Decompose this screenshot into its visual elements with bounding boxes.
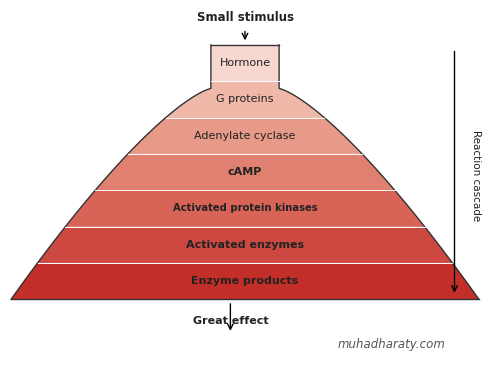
Polygon shape xyxy=(95,154,395,190)
Text: G proteins: G proteins xyxy=(216,94,274,104)
Polygon shape xyxy=(11,263,479,299)
Text: Enzyme products: Enzyme products xyxy=(192,276,298,286)
Polygon shape xyxy=(211,45,279,81)
Text: Reaction cascade: Reaction cascade xyxy=(471,130,482,221)
Text: Hormone: Hormone xyxy=(220,58,270,68)
Polygon shape xyxy=(128,117,362,154)
Text: Activated enzymes: Activated enzymes xyxy=(186,240,304,250)
Text: Adenylate cyclase: Adenylate cyclase xyxy=(195,131,295,141)
Text: muhadharaty.com: muhadharaty.com xyxy=(337,338,445,351)
Polygon shape xyxy=(38,227,452,263)
Text: cAMP: cAMP xyxy=(228,167,262,177)
Polygon shape xyxy=(166,81,324,117)
Text: Great effect: Great effect xyxy=(193,316,268,326)
Polygon shape xyxy=(66,190,424,227)
Text: Activated protein kinases: Activated protein kinases xyxy=(172,203,318,213)
Text: Small stimulus: Small stimulus xyxy=(196,11,294,24)
